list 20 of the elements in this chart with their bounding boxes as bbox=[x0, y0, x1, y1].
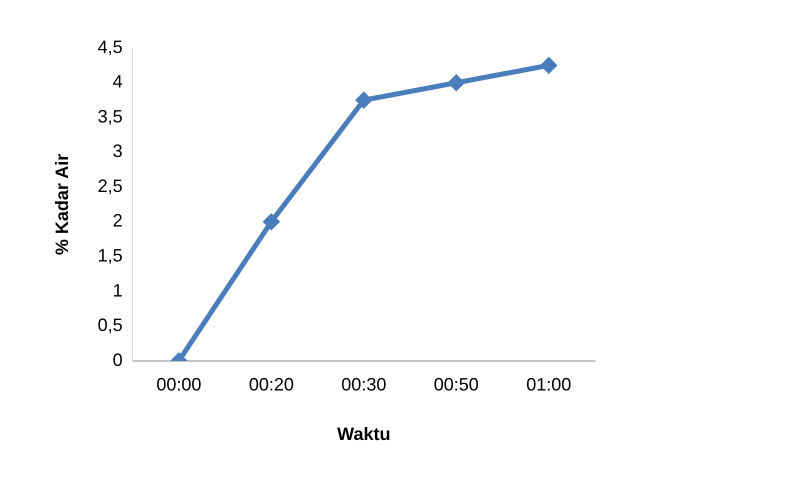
x-tick-label: 00:30 bbox=[341, 374, 386, 395]
y-tick-label: 4 bbox=[112, 72, 123, 92]
y-tick-label: 0 bbox=[112, 350, 123, 370]
x-tick-label: 00:50 bbox=[434, 374, 479, 395]
point bbox=[355, 92, 372, 109]
x-tick-label: 00:20 bbox=[248, 374, 294, 395]
x-axis-title: Waktu bbox=[337, 424, 390, 444]
y-tick-label: 0,5 bbox=[98, 315, 123, 336]
y-tick-label: 2,5 bbox=[98, 176, 123, 196]
y-tick-label: 2 bbox=[112, 210, 123, 231]
x-tick-label: 01:00 bbox=[526, 374, 572, 395]
y-tick-label: 1,5 bbox=[98, 246, 123, 266]
x-tick-label: 00:00 bbox=[156, 374, 202, 395]
y-tick-label: 3 bbox=[112, 141, 123, 162]
point bbox=[448, 74, 465, 92]
y-axis-title: % Kadar Air bbox=[52, 154, 72, 256]
point bbox=[540, 56, 558, 74]
y-tick-label: 3,5 bbox=[98, 106, 123, 126]
y-tick-label: 1 bbox=[112, 280, 123, 300]
y-tick-label: 4,5 bbox=[98, 36, 123, 57]
